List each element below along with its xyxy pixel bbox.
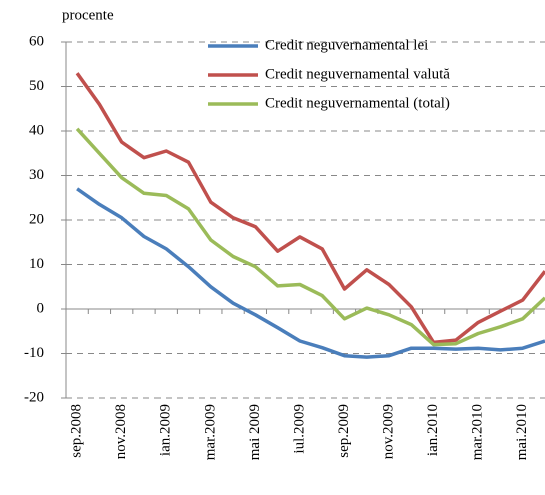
x-tick-label: nov.2008 [113, 404, 129, 459]
x-tick-label: sep.2008 [69, 404, 85, 458]
x-tick-label: mar.2009 [202, 404, 218, 460]
legend-label: Credit neguvernamental valută [265, 66, 450, 82]
x-tick-label: mar.2010 [470, 404, 486, 460]
y-tick-label: 40 [29, 122, 44, 138]
y-tick-label: 30 [29, 167, 44, 183]
x-tick-label: ian.2010 [425, 404, 441, 456]
series-line [75, 72, 545, 345]
series-line [75, 127, 545, 347]
y-tick-label: -20 [24, 389, 44, 405]
x-tick-label: iul.2009 [291, 404, 307, 454]
y-tick-label: 0 [37, 300, 45, 316]
y-tick-label: -10 [24, 345, 44, 361]
x-tick-label: mai.2010 [514, 404, 530, 460]
x-tick-label: mai 2009 [247, 404, 263, 460]
x-tick-label: sep.2009 [336, 404, 352, 458]
y-tick-label: 20 [29, 211, 44, 227]
y-tick-label: 60 [29, 33, 44, 49]
x-tick-label: ian.2009 [158, 404, 174, 456]
y-tick-label: 50 [29, 78, 44, 94]
y-axis-label: procente [62, 7, 114, 23]
legend-label: Credit neguvernamental (total) [265, 95, 450, 111]
y-tick-label: 10 [29, 256, 44, 272]
legend-label: Credit neguvernamental lei [265, 37, 428, 53]
series-line [76, 187, 545, 359]
x-tick-label: nov.2009 [380, 404, 396, 459]
